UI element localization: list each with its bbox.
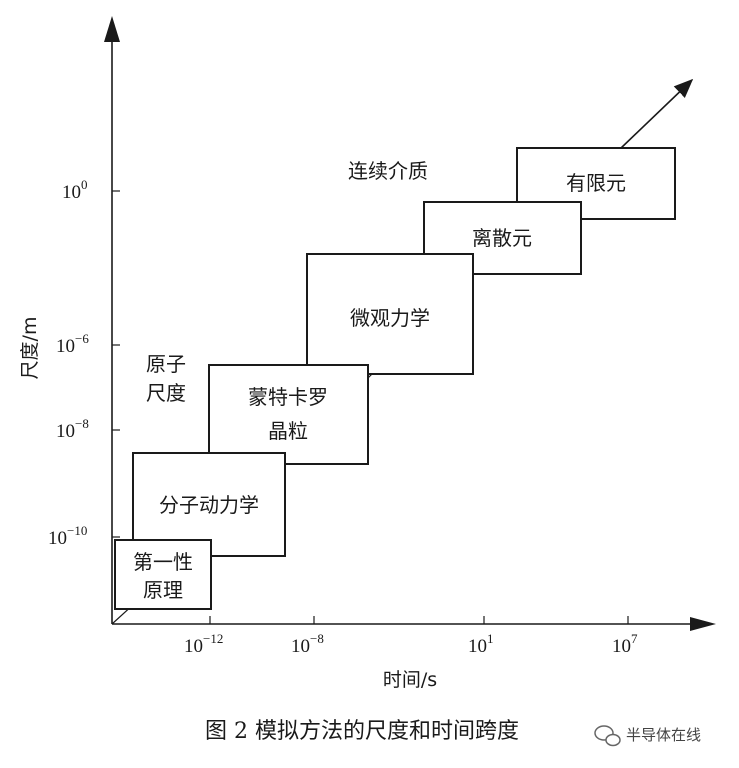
x-axis-title: 时间/s	[383, 669, 437, 691]
box-label-finite-element: 有限元	[566, 171, 626, 195]
y-tick-label-2: 10−8	[56, 416, 89, 442]
box-label-first-principles-line1: 第一性	[133, 550, 193, 574]
box-micromechanics	[306, 253, 474, 375]
box-label-discrete-element: 离散元	[472, 226, 532, 250]
x-tick-label-0: 10−12	[184, 631, 223, 657]
box-monte-carlo	[208, 364, 369, 465]
outward-arrow	[619, 78, 694, 150]
box-first-principles	[114, 539, 212, 610]
wechat-icon	[594, 725, 621, 747]
box-label-molecular-dynamics: 分子动力学	[159, 493, 259, 517]
y-tick-label-1: 10−6	[56, 331, 89, 357]
box-label-first-principles-line2: 原理	[143, 578, 183, 602]
continuum-label: 连续介质	[348, 159, 428, 183]
y-axis-title: 尺度/m	[19, 317, 41, 380]
x-axis-arrowhead	[690, 617, 716, 631]
y-tick-label-0: 100	[62, 177, 88, 203]
box-label-monte-carlo-line1: 蒙特卡罗	[248, 385, 328, 409]
x-tick-label-3: 107	[612, 631, 638, 657]
figure-caption: 图 2 模拟方法的尺度和时间跨度	[205, 719, 519, 744]
x-tick-label-2: 101	[468, 631, 494, 657]
watermark-text: 半导体在线	[626, 726, 701, 744]
y-axis-arrowhead	[104, 16, 120, 42]
x-tick-label-1: 10−8	[291, 631, 324, 657]
atomic-scale-label-line1: 原子	[146, 352, 186, 376]
y-tick-label-3: 10−10	[48, 523, 87, 549]
box-label-monte-carlo-line2: 晶粒	[268, 419, 308, 443]
atomic-scale-label-line2: 尺度	[146, 381, 186, 405]
box-label-micromechanics: 微观力学	[350, 306, 430, 330]
